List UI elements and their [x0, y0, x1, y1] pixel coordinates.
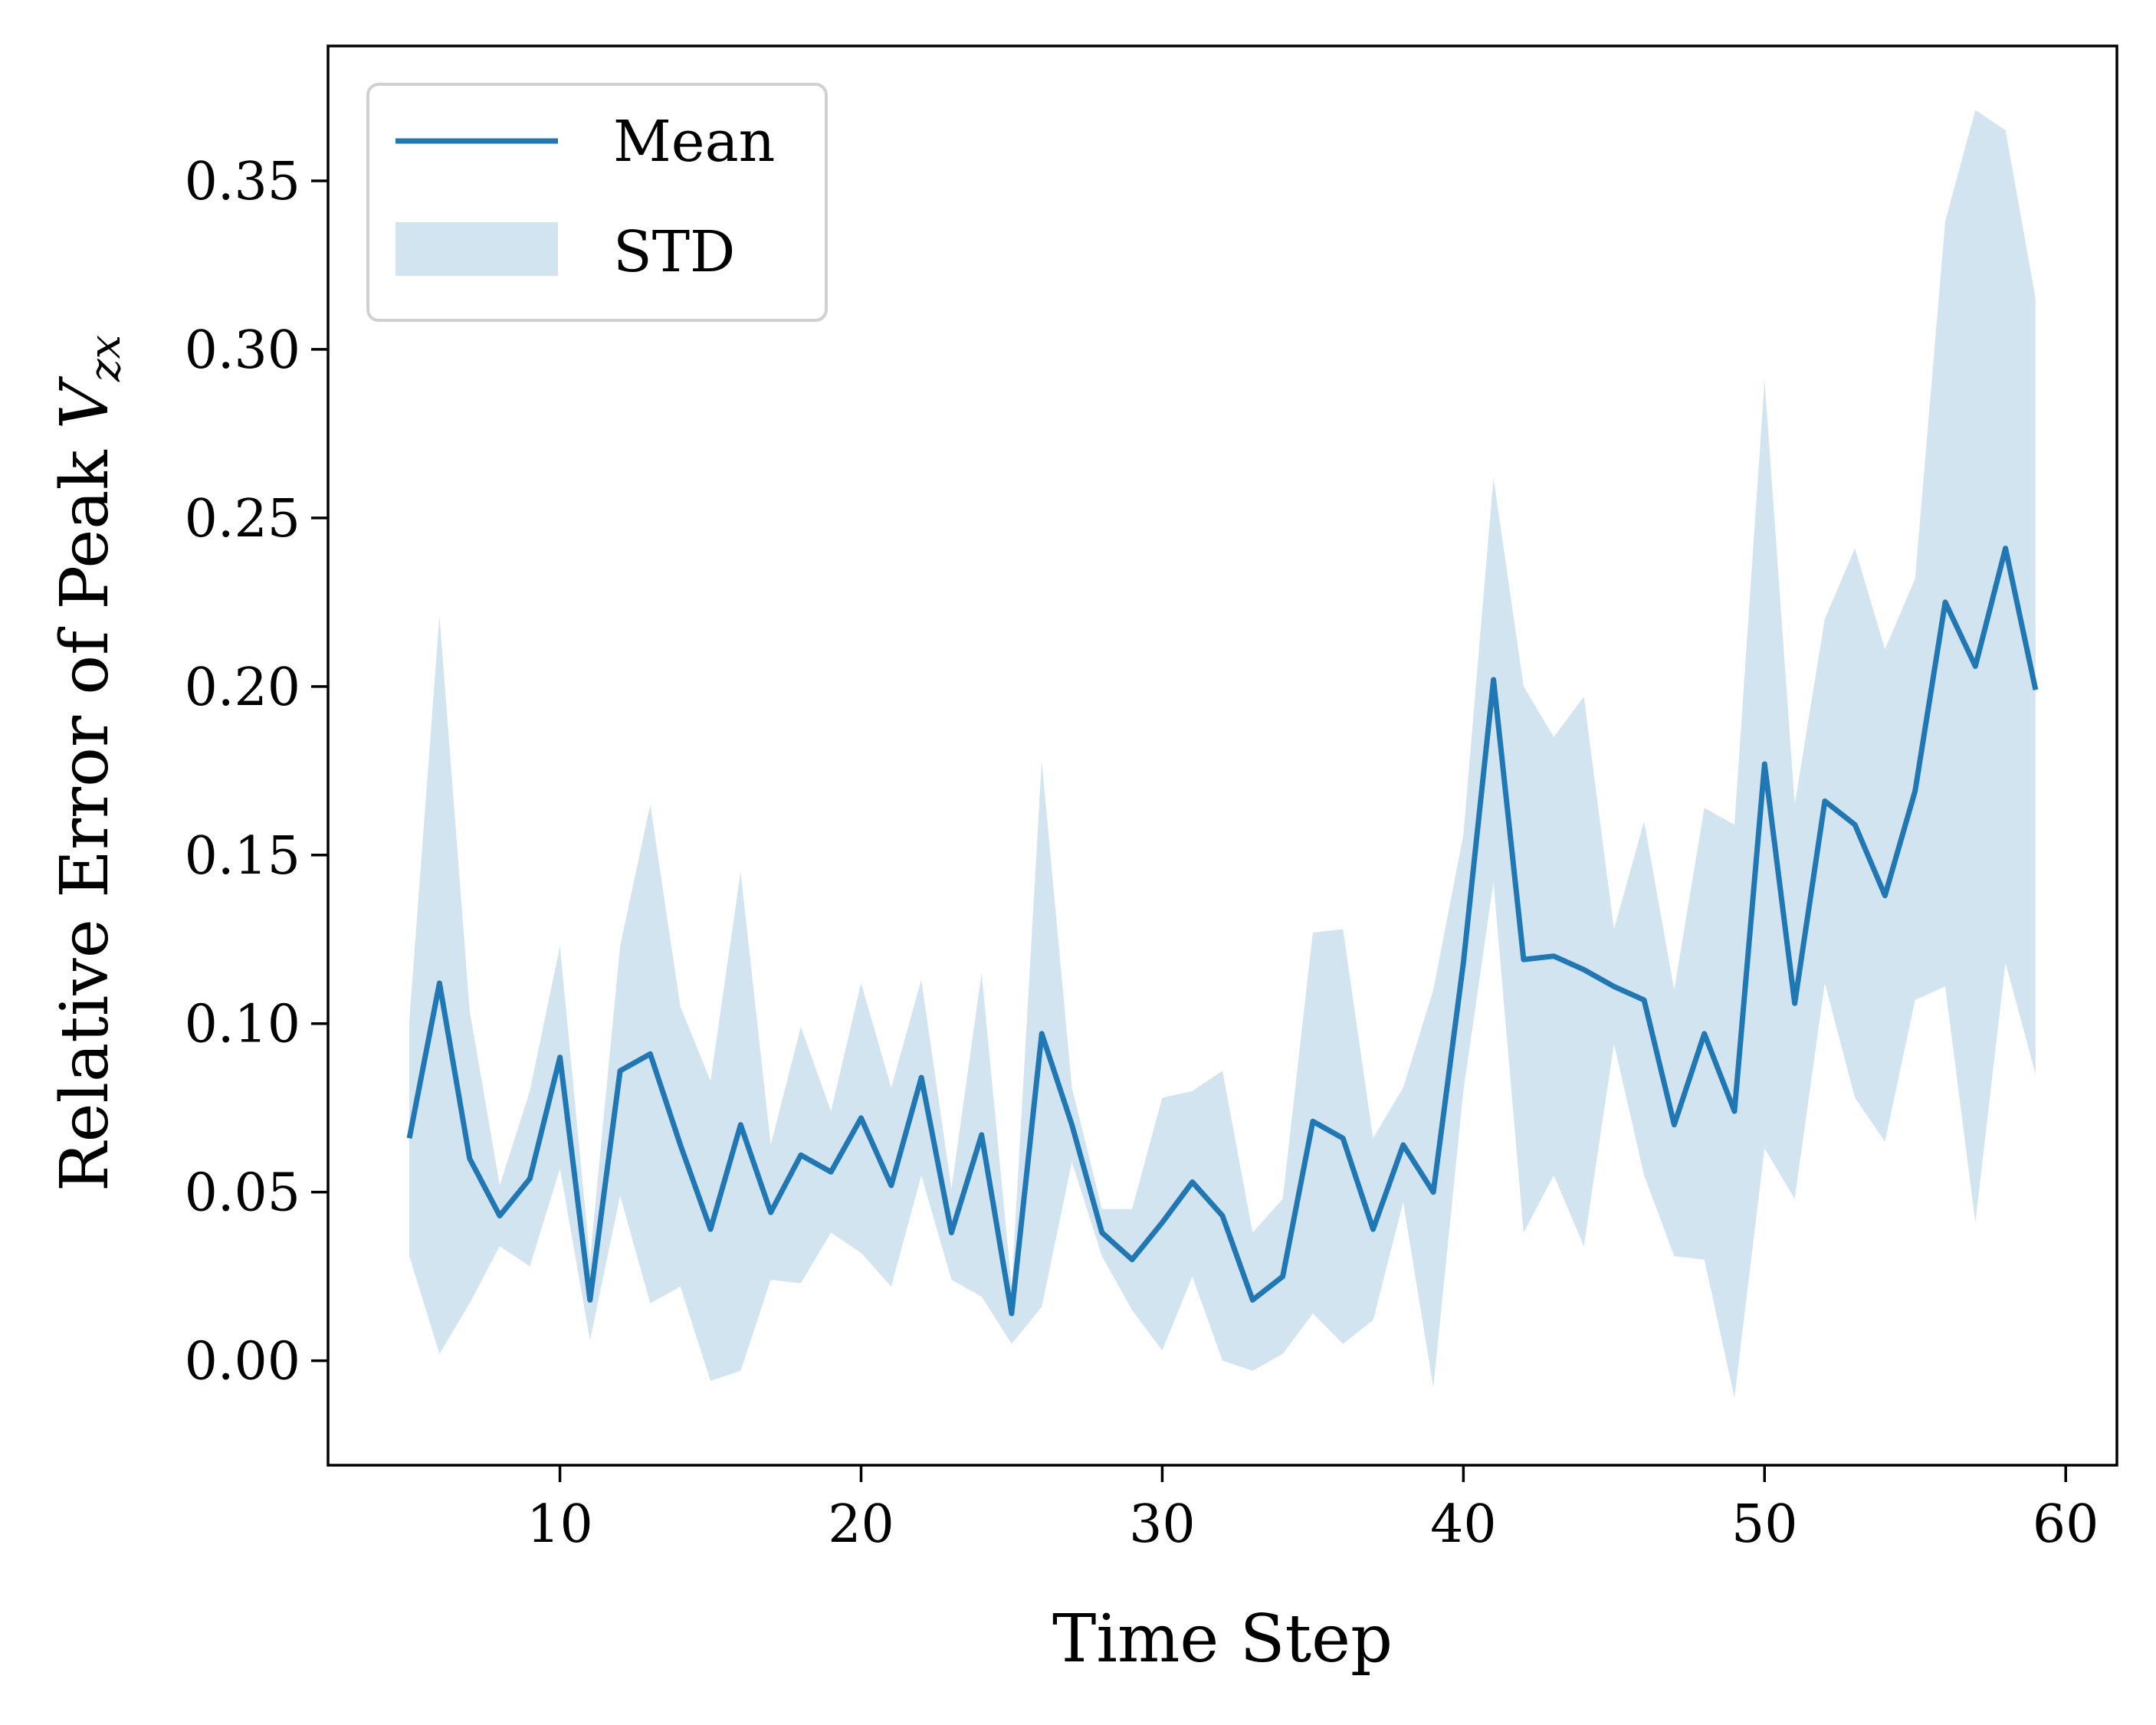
- y-axis-title-subscript: zx: [80, 335, 130, 382]
- mean-point: [1822, 798, 1828, 804]
- legend: Mean STD: [366, 83, 828, 322]
- mean-point: [1219, 1212, 1226, 1218]
- mean-point: [557, 1054, 563, 1061]
- y-tick-label: 0.20: [185, 658, 300, 718]
- mean-point: [1972, 663, 1978, 669]
- x-tick-label: 50: [1731, 1494, 1798, 1555]
- mean-point: [1310, 1118, 1316, 1124]
- mean-point: [1190, 1179, 1196, 1185]
- mean-point: [1702, 1031, 1708, 1037]
- mean-point: [527, 1176, 533, 1182]
- mean-point: [948, 1229, 954, 1235]
- mean-point: [2033, 687, 2039, 693]
- x-axis-title: Time Step: [1052, 1601, 1393, 1677]
- plot-area: [406, 110, 2039, 1399]
- mean-point: [1370, 1226, 1376, 1232]
- mean-point: [1460, 960, 1466, 966]
- mean-point: [1129, 1257, 1135, 1263]
- mean-point: [1882, 893, 1888, 899]
- mean-point: [1491, 677, 1497, 683]
- mean-point: [707, 1226, 714, 1232]
- y-tick-label: 0.00: [185, 1332, 300, 1392]
- mean-point: [1912, 788, 1918, 794]
- mean-point: [1731, 1108, 1738, 1114]
- mean-point: [979, 1132, 985, 1138]
- mean-point: [1641, 997, 1647, 1003]
- y-axis-title: Relative Error of Peak Vzx: [47, 335, 130, 1192]
- mean-point: [1400, 1142, 1406, 1148]
- x-tick-label: 20: [828, 1494, 894, 1555]
- mean-point: [1792, 1000, 1798, 1006]
- y-tick-label: 0.30: [185, 320, 300, 381]
- x-tick-label: 60: [2033, 1494, 2099, 1555]
- y-axis-ticks: 0.00 0.05 0.10 0.15 0.20 0.25 0.30 0.35: [185, 152, 328, 1392]
- mean-point: [678, 1142, 684, 1148]
- mean-point: [1340, 1135, 1346, 1141]
- mean-point: [1852, 822, 1858, 828]
- mean-point: [737, 1122, 743, 1128]
- y-tick-label: 0.15: [185, 826, 300, 887]
- y-tick-label: 0.25: [185, 489, 300, 549]
- mean-point: [1430, 1189, 1436, 1195]
- mean-point: [1671, 1122, 1677, 1128]
- mean-point: [2003, 545, 2009, 551]
- mean-point: [1069, 1122, 1075, 1128]
- mean-point: [1942, 599, 1948, 605]
- mean-point: [587, 1297, 593, 1303]
- mean-point: [1521, 956, 1527, 963]
- legend-mean-label: Mean: [613, 109, 775, 175]
- mean-point: [617, 1067, 623, 1074]
- mean-line: [406, 546, 2039, 1317]
- mean-point: [1581, 966, 1587, 972]
- mean-point: [798, 1152, 804, 1158]
- mean-point: [1280, 1274, 1286, 1280]
- mean-point: [497, 1212, 503, 1218]
- mean-point: [1249, 1297, 1255, 1303]
- mean-point: [1009, 1310, 1015, 1317]
- mean-point: [1761, 761, 1767, 767]
- mean-point: [888, 1182, 894, 1189]
- mean-point: [1611, 983, 1617, 989]
- mean-point: [1159, 1219, 1165, 1225]
- mean-point: [1039, 1031, 1045, 1037]
- y-axis-title-symbol: V: [47, 375, 123, 429]
- mean-point: [647, 1051, 653, 1057]
- legend-std-swatch: [395, 222, 558, 276]
- mean-point: [918, 1074, 924, 1081]
- x-tick-label: 10: [527, 1494, 593, 1555]
- axes-frame: [327, 44, 2118, 1467]
- mean-point: [828, 1169, 834, 1175]
- std-band: [409, 110, 2036, 1399]
- y-tick-label: 0.10: [185, 995, 300, 1055]
- x-axis-ticks: 10 20 30 40 50 60: [527, 1465, 2099, 1555]
- mean-point: [858, 1115, 864, 1121]
- y-axis-title-text: Relative Error of Peak: [47, 429, 123, 1192]
- mean-point: [436, 980, 442, 986]
- y-tick-label: 0.35: [185, 152, 300, 212]
- mean-point: [467, 1156, 473, 1162]
- x-tick-label: 40: [1430, 1494, 1497, 1555]
- x-tick-label: 30: [1129, 1494, 1196, 1555]
- mean-point: [406, 1135, 412, 1141]
- mean-point: [768, 1209, 774, 1215]
- y-tick-label: 0.05: [185, 1163, 300, 1224]
- mean-point: [1099, 1229, 1105, 1235]
- mean-point: [1551, 953, 1557, 959]
- legend-std-label: STD: [613, 219, 735, 285]
